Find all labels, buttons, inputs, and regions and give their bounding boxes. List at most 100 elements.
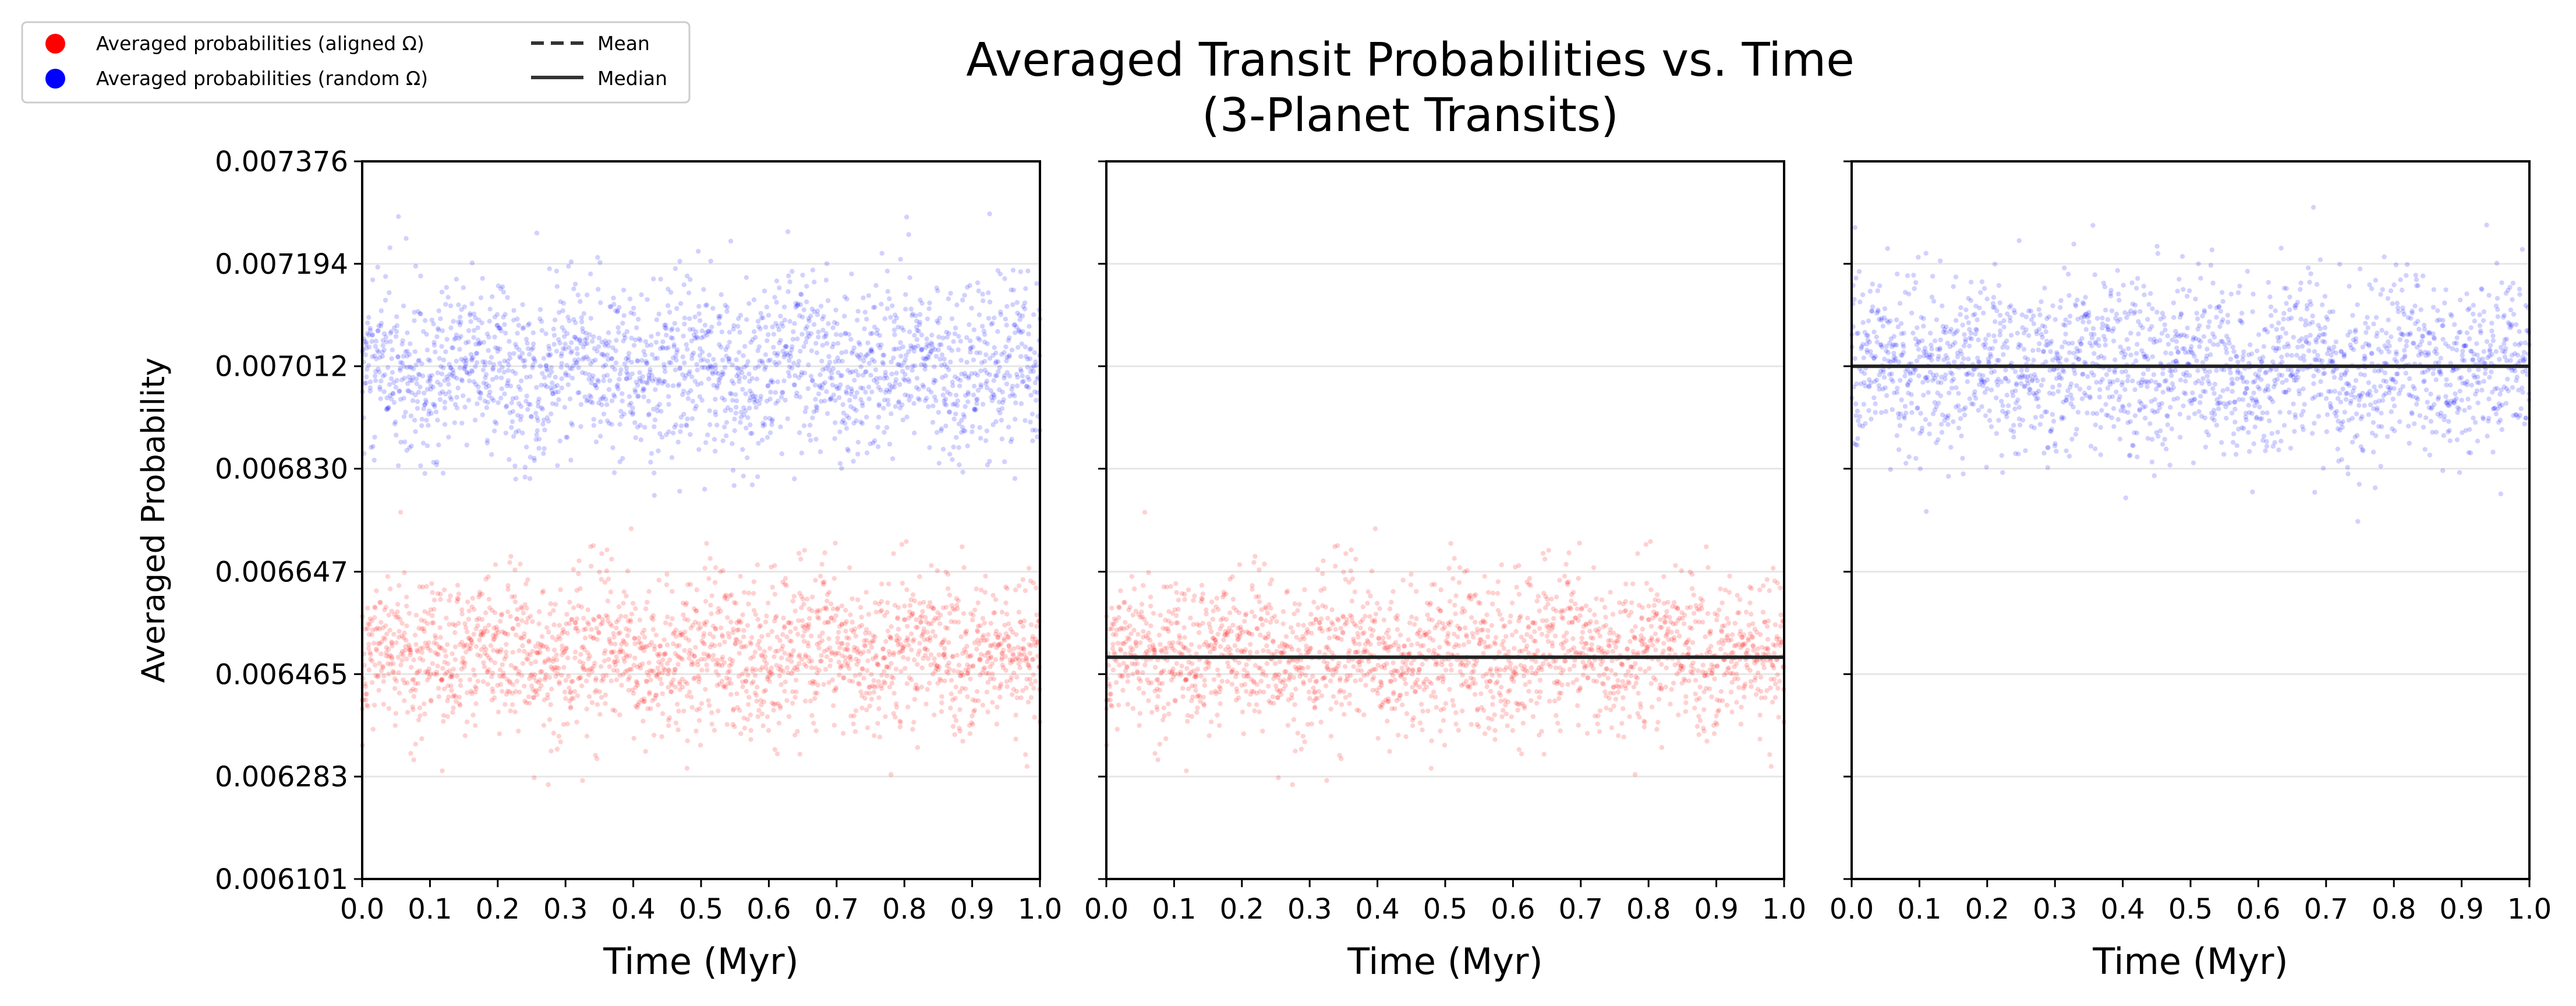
data-point — [469, 301, 475, 306]
data-point — [539, 683, 544, 689]
data-point — [617, 673, 622, 678]
data-point — [607, 622, 613, 627]
data-point — [620, 398, 625, 404]
data-point — [448, 675, 453, 680]
data-point — [1409, 571, 1414, 577]
data-point — [497, 667, 503, 672]
data-point — [420, 373, 426, 379]
data-point — [1013, 656, 1018, 662]
data-point — [634, 680, 640, 686]
data-point — [1410, 723, 1416, 728]
data-point — [424, 331, 429, 337]
data-point — [511, 626, 516, 631]
data-point — [866, 384, 872, 390]
data-point — [737, 375, 742, 380]
data-point — [443, 672, 448, 677]
data-point — [797, 652, 802, 658]
data-point — [963, 428, 968, 433]
data-point — [1173, 581, 1179, 586]
data-point — [821, 606, 827, 611]
data-point — [788, 629, 793, 634]
data-point — [1018, 269, 1024, 274]
data-point — [913, 313, 918, 319]
data-point — [779, 451, 785, 457]
data-point — [989, 643, 995, 648]
data-point — [655, 380, 661, 386]
data-point — [980, 291, 985, 297]
data-point — [426, 610, 431, 616]
y-tick-label: 0.006465 — [215, 658, 348, 691]
data-point — [588, 634, 593, 640]
data-point — [503, 650, 509, 655]
data-point — [1295, 730, 1300, 736]
data-point — [770, 324, 775, 330]
data-point — [603, 701, 608, 706]
data-point — [946, 660, 951, 666]
data-point — [783, 344, 788, 349]
data-point — [951, 416, 957, 422]
data-point — [677, 382, 682, 387]
data-point — [484, 381, 489, 387]
data-point — [436, 308, 441, 313]
data-point — [535, 428, 540, 433]
data-point — [858, 364, 864, 369]
data-point — [586, 672, 592, 678]
data-point — [965, 654, 971, 659]
data-point — [814, 609, 819, 615]
data-point — [383, 298, 388, 303]
data-point — [783, 679, 788, 684]
data-point — [861, 650, 866, 655]
data-point — [1130, 671, 1135, 677]
data-point — [601, 353, 607, 358]
data-point — [808, 331, 814, 336]
data-point — [670, 430, 676, 436]
data-point — [987, 458, 992, 464]
data-point — [838, 665, 843, 670]
data-point — [496, 283, 501, 288]
data-point — [880, 646, 886, 652]
data-point — [1002, 459, 1007, 464]
data-point — [426, 666, 431, 672]
data-point — [734, 357, 739, 362]
data-point — [693, 608, 699, 613]
data-point — [1348, 568, 1354, 574]
data-point — [642, 698, 647, 704]
data-point — [713, 449, 718, 454]
data-point — [954, 403, 960, 408]
data-point — [985, 710, 990, 715]
data-point — [742, 725, 748, 731]
data-point — [513, 341, 518, 347]
data-point — [1147, 638, 1153, 643]
data-point — [500, 629, 505, 634]
data-point — [494, 375, 499, 380]
data-point — [380, 338, 386, 343]
data-point — [778, 338, 783, 343]
data-point — [468, 313, 473, 318]
data-point — [1363, 683, 1368, 688]
data-point — [1377, 606, 1382, 612]
data-point — [724, 309, 730, 314]
data-point — [509, 425, 514, 430]
data-point — [564, 612, 569, 617]
data-point — [800, 273, 805, 278]
data-point — [604, 568, 610, 574]
data-point — [1001, 397, 1006, 403]
data-point — [1197, 644, 1202, 650]
data-point — [776, 398, 781, 404]
data-point — [662, 652, 667, 657]
data-point — [499, 611, 505, 617]
data-point — [674, 350, 680, 355]
data-point — [666, 402, 671, 407]
data-point — [1156, 633, 1162, 638]
data-point — [372, 615, 377, 620]
data-point — [610, 364, 615, 369]
data-point — [1395, 613, 1400, 618]
data-point — [831, 576, 837, 581]
data-point — [677, 366, 682, 372]
data-point — [833, 420, 838, 425]
data-point — [920, 609, 925, 614]
data-point — [1166, 629, 1171, 634]
data-point — [898, 649, 903, 654]
data-point — [398, 510, 404, 515]
data-point — [378, 320, 384, 326]
